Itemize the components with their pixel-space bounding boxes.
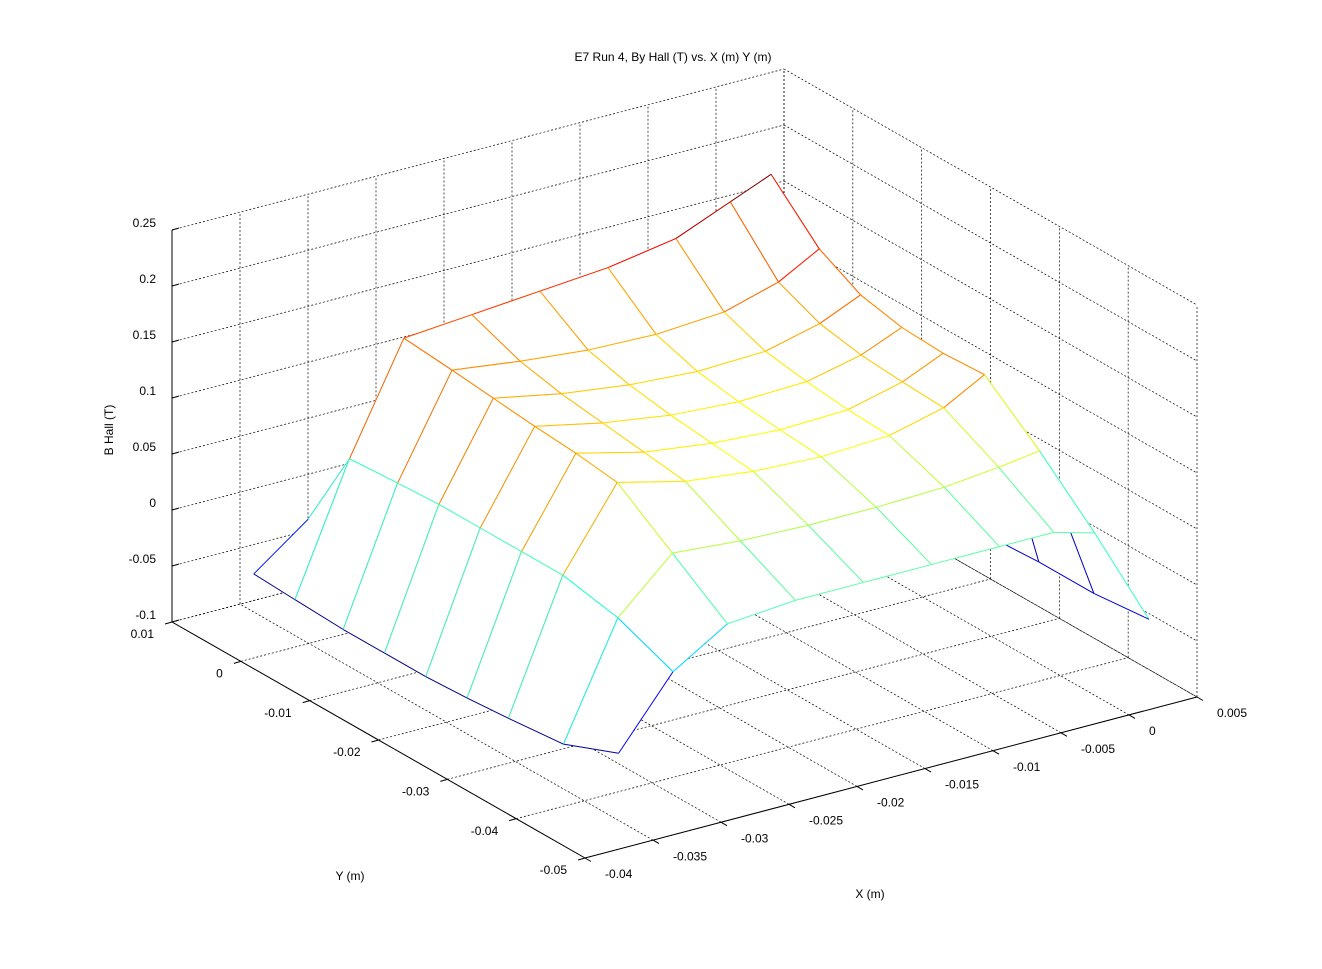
- z-tick-label: 0.05: [133, 440, 157, 454]
- x-tick-label: -0.03: [741, 831, 769, 845]
- x-tick-label: -0.015: [945, 778, 979, 792]
- z-tick-label: -0.1: [135, 608, 156, 622]
- y-tick-label: 0: [216, 667, 223, 681]
- y-tick-label: -0.03: [402, 785, 430, 799]
- y-tick-label: -0.04: [471, 824, 499, 838]
- z-tick-label: 0.1: [139, 384, 156, 398]
- x-tick-label: 0: [1149, 724, 1156, 738]
- x-tick-label: -0.02: [877, 796, 905, 810]
- x-tick-label: -0.035: [673, 849, 707, 863]
- z-tick-label: 0: [149, 496, 156, 510]
- x-tick-label: -0.005: [1081, 742, 1115, 756]
- z-tick-label: 0.15: [133, 328, 157, 342]
- x-tick-label: -0.01: [1013, 760, 1041, 774]
- x-axis-label: X (m): [855, 887, 884, 901]
- y-axis-label: Y (m): [335, 869, 364, 883]
- z-tick-label: 0.2: [139, 272, 156, 286]
- y-tick-label: -0.01: [264, 706, 292, 720]
- z-axis-label: B Hall (T): [102, 405, 116, 456]
- x-tick-label: -0.04: [605, 867, 633, 881]
- y-tick-label: -0.02: [333, 745, 361, 759]
- y-tick-label: 0.01: [131, 627, 155, 641]
- z-tick-label: 0.25: [133, 216, 157, 230]
- z-tick-label: -0.05: [129, 552, 157, 566]
- x-tick-label: -0.025: [809, 814, 843, 828]
- chart-title: E7 Run 4, By Hall (T) vs. X (m) Y (m): [575, 50, 772, 64]
- y-tick-label: -0.05: [540, 863, 568, 877]
- x-tick-label: 0.005: [1217, 706, 1247, 720]
